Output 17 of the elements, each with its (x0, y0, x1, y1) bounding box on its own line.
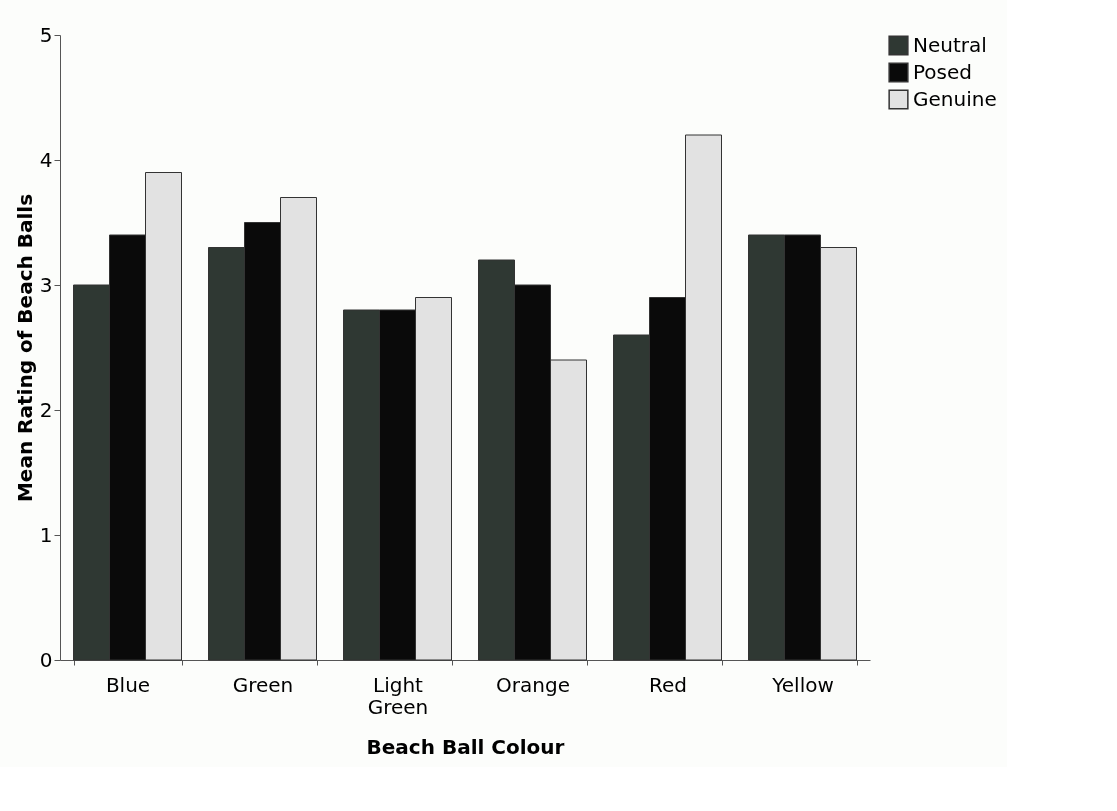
y-tick-label: 4 (39, 147, 53, 172)
x-tick-label: Green (232, 672, 294, 697)
x-tick-label: Light Green (367, 672, 429, 719)
x-tick-label: Yellow (771, 672, 834, 697)
x-axis-title: Beach Ball Colour (366, 734, 565, 759)
y-axis-title: Mean Rating of Beach Balls (12, 193, 37, 503)
x-tick-label: Blue (105, 672, 151, 697)
y-tick-label: 5 (39, 22, 53, 47)
y-tick-label: 1 (39, 522, 53, 547)
y-tick-label: 3 (39, 272, 53, 297)
legend-label: Genuine (913, 86, 997, 111)
x-tick-label: Orange (496, 672, 570, 697)
y-tick-label: 0 (39, 647, 53, 672)
y-tick-label: 2 (39, 397, 53, 422)
legend-label: Posed (913, 59, 973, 84)
x-tick-label: Red (649, 672, 687, 697)
legend-label: Neutral (913, 32, 987, 57)
